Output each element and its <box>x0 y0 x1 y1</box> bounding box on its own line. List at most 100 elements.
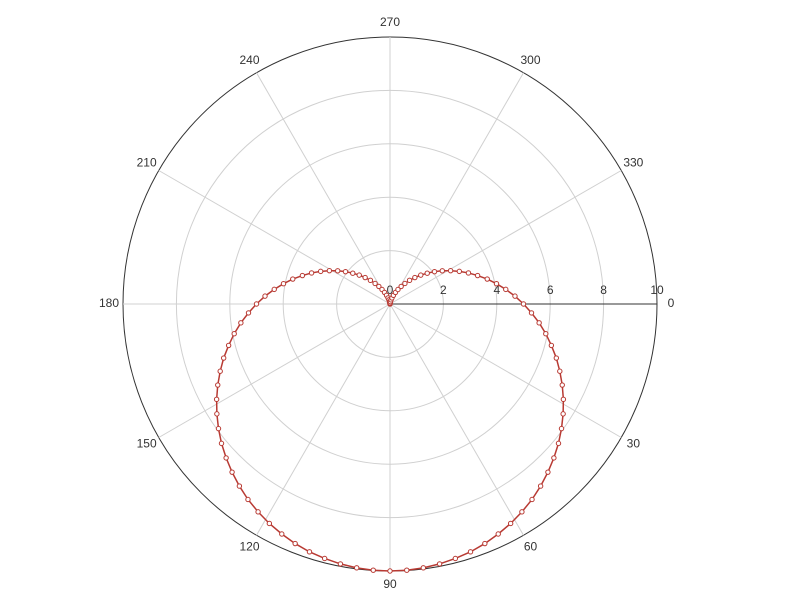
data-point <box>387 568 393 574</box>
data-point <box>321 555 328 562</box>
data-point <box>317 268 324 275</box>
angle-label: 0 <box>668 296 675 310</box>
data-point <box>308 270 315 276</box>
angle-label: 330 <box>623 156 643 170</box>
data-point <box>551 455 557 461</box>
data-point <box>223 455 229 461</box>
data-point <box>558 425 565 432</box>
data-point <box>290 276 296 282</box>
angle-label: 120 <box>239 540 259 554</box>
data-point <box>271 286 277 293</box>
data-point <box>543 331 549 337</box>
angle-label: 180 <box>99 296 119 310</box>
data-point <box>266 520 273 527</box>
data-point <box>220 355 227 361</box>
data-point <box>447 267 454 274</box>
data-point <box>557 368 563 374</box>
angle-grid-line <box>256 303 391 536</box>
data-point <box>406 277 413 284</box>
data-point <box>519 509 525 515</box>
data-point <box>482 540 488 547</box>
data-point <box>467 549 474 555</box>
r-tick-label: 4 <box>493 283 500 297</box>
angle-grid-line <box>389 303 524 536</box>
data-point <box>439 268 446 274</box>
r-tick-label: 2 <box>440 283 447 297</box>
data-point <box>507 520 514 527</box>
angle-label: 240 <box>239 53 259 67</box>
data-point <box>529 496 535 503</box>
data-point <box>356 272 362 278</box>
data-point <box>436 561 443 567</box>
data-point <box>424 270 430 276</box>
data-point <box>217 368 223 374</box>
data-point <box>253 301 260 307</box>
angle-label: 150 <box>137 437 157 451</box>
data-point <box>456 268 463 275</box>
r-tick-label: 10 <box>650 283 664 297</box>
data-point <box>372 280 378 287</box>
angle-grid-line <box>389 303 622 438</box>
angle-grid-line <box>158 170 391 305</box>
angle-label: 270 <box>380 15 400 29</box>
data-point <box>236 483 243 489</box>
data-point <box>520 301 527 307</box>
data-point <box>537 483 544 489</box>
data-point <box>353 565 360 571</box>
data-point <box>279 531 285 537</box>
data-point <box>238 320 244 326</box>
data-point <box>326 267 333 274</box>
data-point <box>229 469 235 475</box>
data-point <box>536 320 542 326</box>
r-tick-label: 8 <box>600 283 607 297</box>
data-point <box>306 549 313 555</box>
data-point <box>560 396 567 403</box>
data-point <box>528 310 535 316</box>
data-point <box>545 469 551 475</box>
angle-label: 300 <box>520 53 540 67</box>
data-point <box>474 272 481 279</box>
data-point <box>503 286 509 293</box>
data-point <box>495 531 501 537</box>
data-point <box>398 283 404 290</box>
data-point <box>404 567 410 573</box>
data-point <box>402 280 408 287</box>
data-point <box>367 277 374 284</box>
data-point <box>560 411 566 417</box>
data-point <box>376 283 382 290</box>
data-point <box>395 286 401 293</box>
data-point <box>225 342 232 349</box>
angle-label: 210 <box>137 156 157 170</box>
data-point <box>350 270 356 276</box>
data-point <box>215 382 221 388</box>
data-point <box>292 540 298 547</box>
data-point <box>420 565 427 571</box>
data-point <box>418 272 424 278</box>
data-point <box>484 276 490 282</box>
data-point <box>231 331 237 337</box>
angle-grid-line <box>158 303 391 438</box>
data-point <box>362 274 368 281</box>
angle-label: 90 <box>383 577 397 591</box>
data-point <box>493 280 500 287</box>
data-point <box>255 509 261 515</box>
data-point <box>262 293 268 299</box>
data-point <box>512 293 518 299</box>
data-point <box>299 272 306 279</box>
data-point <box>337 561 344 567</box>
data-point <box>213 396 220 403</box>
data-point <box>431 268 438 275</box>
data-point <box>215 425 222 432</box>
data-point <box>559 382 565 388</box>
data-point <box>218 440 225 447</box>
data-point <box>245 310 252 316</box>
data-point <box>548 342 555 349</box>
data-point <box>280 280 287 287</box>
data-point <box>245 496 251 503</box>
r-tick-label: 6 <box>547 283 554 297</box>
angle-grid-line <box>389 170 622 305</box>
r-tick-label: 0 <box>387 283 394 297</box>
angle-grid-line <box>256 72 391 305</box>
data-point <box>465 270 472 276</box>
